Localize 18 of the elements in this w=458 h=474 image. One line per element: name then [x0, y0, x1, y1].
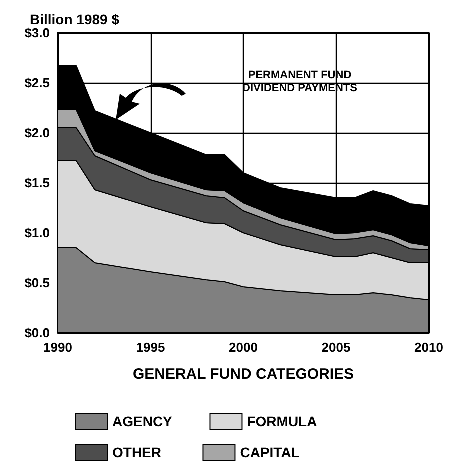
- x-tick-label: 2010: [414, 340, 444, 355]
- y-axis-title: Billion 1989 $: [30, 12, 120, 28]
- y-tick-label: $1.5: [24, 176, 50, 190]
- legend-label: AGENCY: [112, 414, 196, 430]
- x-tick-label: 1990: [44, 340, 72, 355]
- legend-label: CAPITAL: [240, 444, 320, 460]
- y-tick-label: $0.0: [24, 326, 50, 340]
- y-tick-label: $2.0: [24, 126, 50, 140]
- y-tick-label: $0.5: [24, 276, 50, 290]
- x-tick-label: 2000: [229, 340, 258, 355]
- x-tick-label: 1995: [136, 340, 166, 355]
- x-tick-label: 2005: [322, 340, 351, 355]
- x-axis-title: GENERAL FUND CATEGORIES: [132, 366, 354, 383]
- y-tick-label: $1.0: [24, 226, 50, 240]
- legend-label: OTHER: [112, 444, 189, 460]
- y-tick-label: $3.0: [24, 26, 50, 40]
- y-tick-label: $2.5: [24, 76, 50, 90]
- legend-label: FORMULA: [247, 414, 336, 430]
